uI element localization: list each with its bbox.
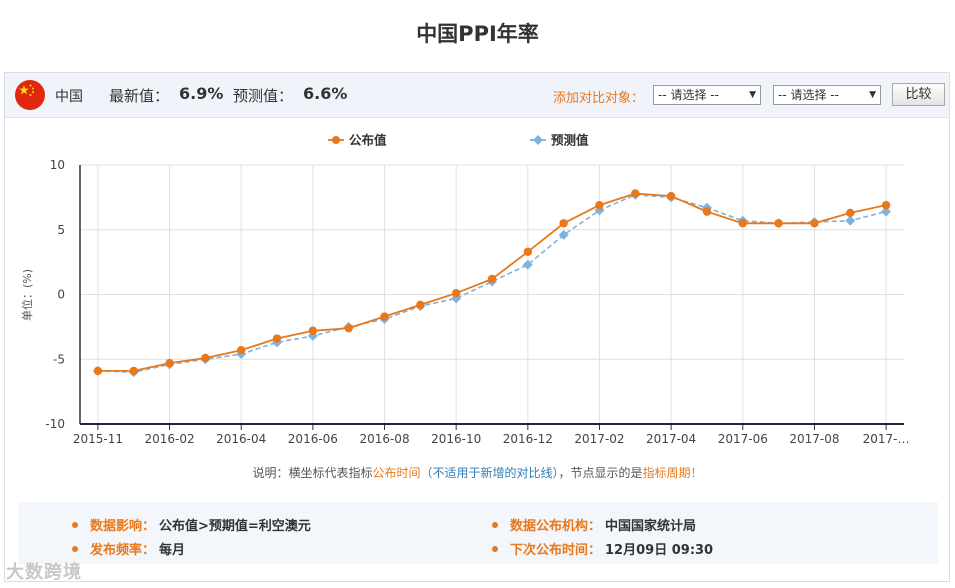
x-tick-label: 2017-02 bbox=[574, 432, 624, 446]
china-flag-icon bbox=[15, 80, 45, 110]
compare-select-2-value: -- 请选择 -- bbox=[778, 88, 839, 102]
actual-point[interactable] bbox=[272, 334, 282, 343]
forecast-point[interactable] bbox=[881, 206, 892, 217]
actual-point[interactable] bbox=[523, 247, 533, 256]
note-suffix: ！ bbox=[690, 466, 703, 480]
x-tick-label: 2017-… bbox=[863, 432, 910, 446]
series-line-forecast bbox=[97, 193, 887, 374]
actual-point[interactable] bbox=[559, 219, 568, 228]
actual-point[interactable] bbox=[416, 300, 425, 310]
ppi-line-chart: 公布值 预测值 10 5 0 -5 -10 2015-11 2016-02 2016-04 201… bbox=[20, 133, 910, 447]
actual-point[interactable] bbox=[380, 312, 389, 321]
x-tick-label: 2017-08 bbox=[789, 432, 839, 446]
actual-point[interactable] bbox=[165, 358, 174, 368]
legend-marker bbox=[533, 135, 543, 145]
agency-label: 数据公布机构： bbox=[510, 519, 602, 534]
note-paren: （不适用于新增的对比线） bbox=[420, 466, 559, 480]
indicator-panel: 中国 最新值： 6.9% 预测值： 6.6% 添加对比对象： -- 请选择 --… bbox=[4, 72, 950, 582]
actual-point[interactable] bbox=[237, 345, 246, 355]
actual-point[interactable] bbox=[738, 219, 747, 228]
actual-point[interactable] bbox=[201, 353, 210, 363]
actual-point[interactable] bbox=[93, 366, 103, 376]
frequency-value: 每月 bbox=[159, 543, 186, 558]
x-tick-label: 2017-06 bbox=[718, 432, 768, 446]
latest-value: 6.9% bbox=[179, 84, 224, 103]
x-tick-label: 2016-06 bbox=[288, 432, 338, 446]
bullet-icon bbox=[492, 521, 498, 528]
y-tick-label: -5 bbox=[53, 352, 65, 366]
x-tick-label: 2016-08 bbox=[359, 432, 409, 446]
info-box: 数据影响： 公布值>预期值=利空澳元 数据公布机构： 中国国家统计局 发布频率： 每月… bbox=[18, 502, 938, 564]
latest-value-label: 最新值： bbox=[109, 87, 170, 105]
agency-row: 数据公布机构： 中国国家统计局 bbox=[492, 515, 696, 534]
frequency-label: 发布频率： bbox=[90, 543, 156, 558]
impact-label: 数据影响： bbox=[90, 519, 156, 534]
actual-point[interactable] bbox=[308, 326, 318, 335]
legend-label: 公布值 bbox=[349, 133, 387, 148]
actual-point[interactable] bbox=[451, 289, 461, 298]
chart-note: 说明：横坐标代表指标公布时间（不适用于新增的对比线），节点显示的是指标周期！ bbox=[0, 464, 955, 481]
x-tick-label: 2016-10 bbox=[431, 432, 481, 446]
y-tick-label: 5 bbox=[57, 223, 65, 237]
bullet-icon bbox=[72, 545, 78, 552]
page-title: 中国PPI年率 bbox=[416, 22, 539, 46]
actual-point[interactable] bbox=[810, 219, 819, 228]
y-tick-label: 10 bbox=[50, 158, 65, 172]
bullet-icon bbox=[72, 521, 78, 528]
actual-point[interactable] bbox=[595, 200, 604, 210]
compare-button[interactable]: 比较 bbox=[892, 83, 945, 106]
x-tick-label: 2016-12 bbox=[503, 432, 553, 446]
next-release-row: 下次公布时间： 12月09日 09:30 bbox=[492, 539, 713, 558]
compare-select-1[interactable]: -- 请选择 -- ▼ bbox=[653, 85, 761, 105]
impact-value: 公布值>预期值=利空澳元 bbox=[159, 519, 311, 534]
forecast-point[interactable] bbox=[845, 215, 856, 226]
actual-point[interactable] bbox=[631, 189, 640, 198]
legend-marker bbox=[332, 136, 340, 144]
watermark-logo: 大数跨境 bbox=[6, 562, 82, 583]
compare-select-1-value: -- 请选择 -- bbox=[658, 88, 719, 102]
actual-point[interactable] bbox=[666, 191, 676, 201]
actual-point[interactable] bbox=[487, 274, 497, 284]
next-release-label: 下次公布时间： bbox=[510, 543, 602, 558]
forecast-point[interactable] bbox=[558, 229, 569, 240]
actual-point[interactable] bbox=[846, 208, 855, 218]
y-tick-label: -10 bbox=[45, 417, 65, 431]
forecast-value-label: 预测值： bbox=[233, 87, 294, 105]
forecast-point[interactable] bbox=[522, 259, 533, 270]
chevron-down-icon: ▼ bbox=[869, 90, 876, 100]
country-name: 中国 bbox=[55, 89, 83, 105]
x-tick-label: 2017-04 bbox=[646, 432, 696, 446]
forecast-value: 6.6% bbox=[303, 84, 348, 103]
next-release-value: 12月09日 09:30 bbox=[605, 543, 714, 558]
legend-label: 预测值 bbox=[551, 133, 589, 148]
x-tick-label: 2016-02 bbox=[144, 432, 194, 446]
actual-point[interactable] bbox=[881, 200, 891, 210]
actual-point[interactable] bbox=[774, 219, 783, 228]
y-tick-label: 0 bbox=[57, 288, 65, 302]
actual-point[interactable] bbox=[344, 323, 353, 333]
header-bar: 中国 最新值： 6.9% 预测值： 6.6% 添加对比对象： -- 请选择 --… bbox=[5, 73, 949, 118]
chevron-down-icon: ▼ bbox=[749, 90, 756, 100]
compare-label: 添加对比对象： bbox=[553, 91, 645, 106]
note-middle: ，节点显示的是 bbox=[558, 466, 643, 480]
bullet-icon bbox=[492, 545, 498, 552]
note-prefix: 说明：横坐标代表指标 bbox=[252, 466, 373, 480]
agency-value: 中国国家统计局 bbox=[605, 519, 697, 534]
x-tick-label: 2016-04 bbox=[216, 432, 266, 446]
y-axis-label: 单位：(%) bbox=[20, 269, 34, 321]
actual-point[interactable] bbox=[702, 207, 712, 216]
legend-item-forecast[interactable]: 预测值 bbox=[530, 133, 589, 148]
note-period: 指标周期 bbox=[642, 466, 691, 480]
actual-point[interactable] bbox=[129, 366, 138, 376]
legend-item-actual[interactable]: 公布值 bbox=[328, 133, 387, 148]
compare-select-2[interactable]: -- 请选择 -- ▼ bbox=[773, 85, 881, 105]
note-time: 公布时间 bbox=[372, 466, 421, 480]
frequency-row: 发布频率： 每月 bbox=[72, 539, 185, 558]
impact-row: 数据影响： 公布值>预期值=利空澳元 bbox=[72, 515, 311, 534]
x-tick-label: 2015-11 bbox=[73, 432, 123, 446]
